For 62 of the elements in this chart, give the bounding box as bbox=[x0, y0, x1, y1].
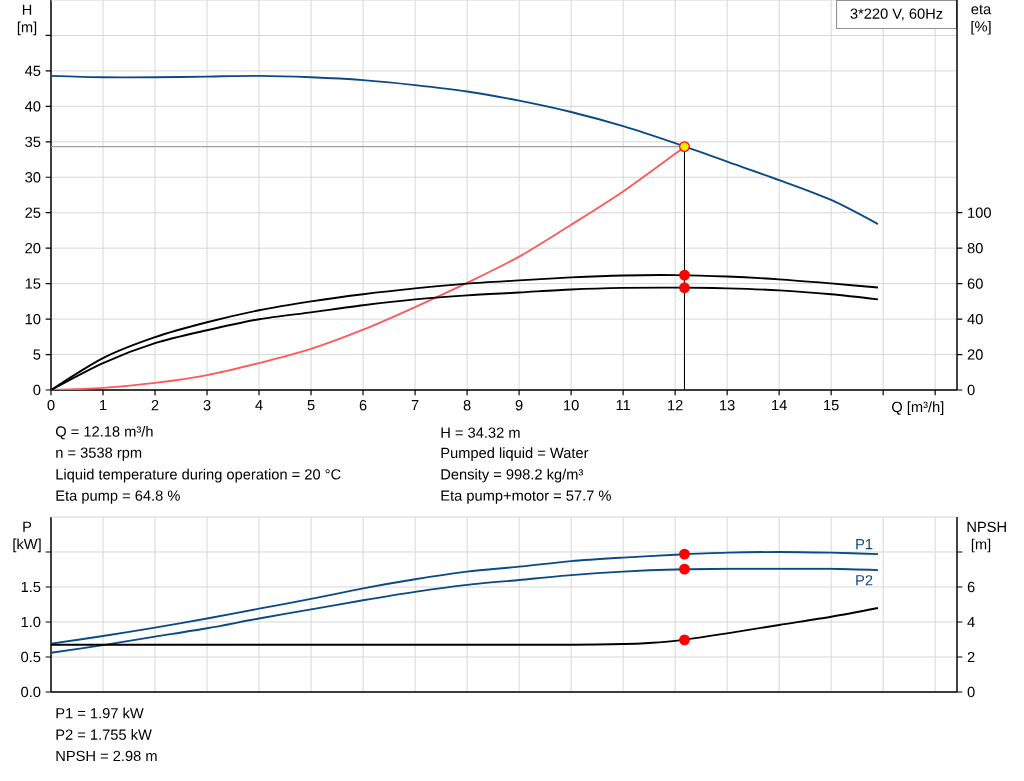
y-tick-label: 15 bbox=[25, 278, 41, 289]
x-tick-label: 3 bbox=[203, 400, 211, 411]
y-axis-title: P [kW] bbox=[13, 521, 41, 553]
y2-tick-label: 20 bbox=[967, 349, 983, 360]
x-tick-label: 8 bbox=[463, 400, 471, 411]
y2-tick-label: 0 bbox=[967, 686, 975, 698]
x-tick-label: 6 bbox=[359, 400, 367, 411]
annotation: 3*220 V, 60Hz bbox=[850, 8, 943, 21]
y2-tick-label: 80 bbox=[967, 242, 983, 254]
y-tick-label: 10 bbox=[25, 313, 41, 325]
x-axis-title: Q [m³/h] bbox=[892, 401, 944, 416]
y-tick-label: 45 bbox=[24, 65, 41, 77]
y-axis-title: H [m] bbox=[17, 4, 37, 36]
x-tick-label: 12 bbox=[668, 400, 683, 411]
x-tick-label: 10 bbox=[564, 400, 579, 411]
y2-tick-label: 60 bbox=[967, 278, 983, 289]
y2-tick-label: 0 bbox=[967, 384, 975, 396]
text: n = 3538 rpm bbox=[56, 447, 142, 461]
y-tick-label: 1.0 bbox=[21, 616, 41, 628]
line-series bbox=[51, 74, 879, 225]
x-tick-label: 14 bbox=[772, 400, 787, 411]
y2-tick-label: 100 bbox=[968, 207, 991, 218]
text: Density = 998.2 kg/m³ bbox=[441, 468, 584, 483]
y2-axis-title: eta [%] bbox=[971, 4, 992, 35]
x-tick-label: 0 bbox=[47, 400, 55, 411]
x-tick-label: 5 bbox=[307, 400, 315, 411]
text: Liquid temperature during operation = 20 °C bbox=[56, 468, 341, 483]
y-tick-label: 30 bbox=[25, 172, 41, 183]
line-series bbox=[51, 551, 879, 645]
x-tick-label: 1 bbox=[100, 400, 107, 411]
y-tick-label: 25 bbox=[25, 207, 41, 218]
x-tick-label: 7 bbox=[411, 400, 419, 411]
line-series bbox=[51, 567, 879, 654]
y-tick-label: 1.5 bbox=[21, 581, 41, 593]
x-tick-label: 11 bbox=[616, 400, 631, 411]
text: P1 = 1.97 kW bbox=[56, 707, 144, 719]
x-tick-label: 13 bbox=[720, 400, 735, 411]
x-tick-label: 4 bbox=[255, 400, 263, 411]
x-tick-label: 2 bbox=[151, 400, 159, 411]
y-tick-label: 0.5 bbox=[21, 651, 41, 663]
y-tick-label: 20 bbox=[25, 242, 41, 254]
text: H = 34.32 m bbox=[441, 427, 520, 438]
series-label: P2 bbox=[856, 575, 873, 586]
y2-tick-label: 6 bbox=[967, 581, 975, 593]
y-tick-label: 35 bbox=[25, 136, 41, 147]
y2-tick-label: 4 bbox=[967, 616, 975, 628]
x-tick-label: 9 bbox=[515, 400, 523, 411]
text: Q = 12.18 m³/h bbox=[55, 425, 153, 440]
y-tick-label: 5 bbox=[33, 349, 41, 360]
text: P2 = 1.755 kW bbox=[56, 729, 152, 740]
series-label: P1 bbox=[856, 539, 873, 550]
y2-tick-label: 2 bbox=[967, 651, 975, 663]
y-tick-label: 40 bbox=[24, 101, 41, 112]
y-tick-label: 0.0 bbox=[21, 686, 41, 698]
y2-tick-label: 40 bbox=[967, 313, 983, 325]
y2-axis-title: NPSH [m] bbox=[967, 521, 1006, 553]
text: Eta pump = 64.8 % bbox=[56, 490, 180, 504]
x-tick-label: 15 bbox=[824, 400, 839, 411]
text: NPSH = 2.98 m bbox=[56, 750, 157, 762]
text: Pumped liquid = Water bbox=[441, 447, 589, 461]
text: Eta pump+motor = 57.7 % bbox=[441, 490, 611, 504]
y-tick-label: 0 bbox=[33, 384, 41, 396]
